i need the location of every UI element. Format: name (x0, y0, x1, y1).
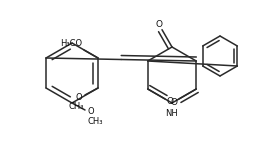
Text: CH₃: CH₃ (69, 101, 84, 111)
Text: O: O (167, 98, 174, 106)
Text: O: O (75, 93, 82, 101)
Text: O: O (170, 98, 177, 106)
Text: H₃CO: H₃CO (60, 40, 82, 48)
Text: O: O (88, 108, 95, 117)
Text: NH: NH (165, 109, 177, 117)
Text: O: O (155, 20, 163, 29)
Text: CH₃: CH₃ (88, 117, 103, 125)
